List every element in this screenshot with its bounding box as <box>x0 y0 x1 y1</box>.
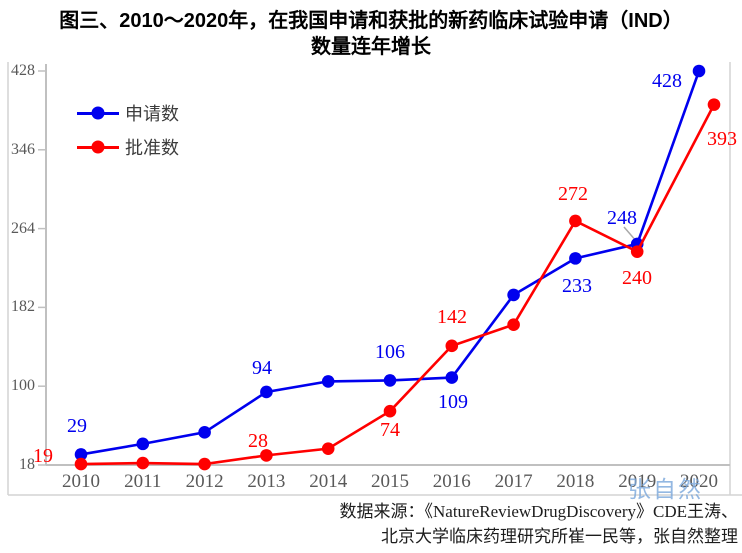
x-tick-label: 2012 <box>185 471 224 492</box>
x-tick-label: 2010 <box>62 471 100 492</box>
approvals-line-marker-icon <box>77 140 119 154</box>
y-tick-label: 100 <box>11 377 35 395</box>
data-label-申请数-2010: 29 <box>67 415 87 437</box>
data-label-批准数-2018: 272 <box>558 183 588 205</box>
data-label-申请数-2020: 428 <box>652 70 682 92</box>
x-tick-label: 2017 <box>494 471 533 492</box>
data-label-申请数-2019: 248 <box>607 207 637 229</box>
x-tick-label: 2018 <box>556 471 595 492</box>
data-label-申请数-2018: 233 <box>562 275 592 297</box>
chart-title-line1: 图三、2010～2020年，在我国申请和获批的新药临床试验申请（IND） <box>59 10 683 32</box>
data-label-批准数-2020: 393 <box>707 128 737 150</box>
y-tick-label: 182 <box>11 298 35 316</box>
x-tick-label: 2016 <box>432 471 471 492</box>
data-source-note: 数据来源：《NatureReviewDrugDiscovery》CDE王涛、 北… <box>0 499 739 549</box>
source-line2: 北京大学临床药理研究所崔一民等，张自然整理 <box>381 527 738 546</box>
data-label-申请数-2015: 106 <box>375 341 405 363</box>
chart-title: 图三、2010～2020年，在我国申请和获批的新药临床试验申请（IND） 数量连… <box>0 8 742 60</box>
y-tick-label: 18 <box>19 456 35 473</box>
legend-item-approvals: 批准数 <box>77 137 179 158</box>
x-tick-label: 2019 <box>618 471 657 492</box>
series-lines <box>74 64 721 471</box>
data-label-申请数-2016: 109 <box>438 391 468 413</box>
data-label-批准数-2016: 142 <box>437 306 467 328</box>
x-tick-label: 2020 <box>680 471 718 492</box>
x-tick-label: 2011 <box>124 471 162 492</box>
applications-line-marker-icon <box>77 106 119 120</box>
axis-ticks <box>38 70 46 466</box>
legend-label-approvals: 批准数 <box>125 138 179 158</box>
y-tick-label: 428 <box>11 61 35 79</box>
watermark: 张自然 <box>628 477 703 502</box>
data-label-申请数-2013: 94 <box>252 357 272 379</box>
source-line1: 数据来源：《NatureReviewDrugDiscovery》CDE王涛、 <box>339 502 739 521</box>
x-tick-label: 2014 <box>309 471 348 492</box>
y-tick-label: 264 <box>11 219 35 237</box>
y-tick-label: 346 <box>11 140 35 158</box>
legend-label-applications: 申请数 <box>125 104 179 124</box>
data-label-批准数-2010: 19 <box>33 445 53 467</box>
x-tick-label: 2013 <box>247 471 286 492</box>
x-tick-label: 2015 <box>371 471 409 492</box>
data-label-批准数-2019: 240 <box>622 267 652 289</box>
data-label-批准数-2013: 28 <box>248 430 268 452</box>
data-label-批准数-2015: 74 <box>380 419 400 441</box>
legend-item-applications: 申请数 <box>77 103 179 124</box>
chart-title-line2: 数量连年增长 <box>311 36 431 58</box>
